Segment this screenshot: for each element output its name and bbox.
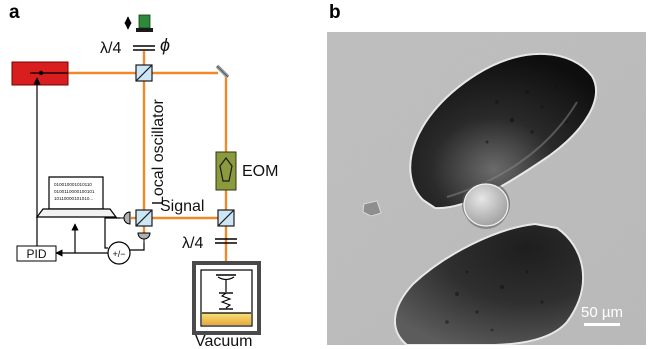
phi-label: ϕ <box>160 35 170 55</box>
optical-setup-diagram: λ/4 ϕ Local oscillator EOM Signal λ/4 Va… <box>11 14 278 349</box>
eom-label: EOM <box>242 163 278 180</box>
photodetector-bottom-icon <box>137 232 151 243</box>
vacuum-label: Vacuum <box>195 333 253 349</box>
beam-splitter-detection <box>135 209 153 227</box>
lambda4-bottom-label: λ/4 <box>182 235 203 252</box>
local-oscillator-label: Local oscillator <box>150 99 167 206</box>
panel-a-label: a <box>9 2 20 23</box>
laptop-screen-line-3: 10110000101010... <box>54 196 93 201</box>
cavity-input-mirror <box>216 274 236 292</box>
pid-box <box>16 245 57 262</box>
cavity-substrate <box>202 313 251 325</box>
pid-label: PID <box>26 247 46 261</box>
resonator-disk <box>462 181 510 229</box>
eom-modulator <box>215 151 237 191</box>
laser-source <box>11 61 69 86</box>
beam-splitter-top <box>135 64 153 82</box>
scalebar <box>584 323 620 326</box>
quarter-wave-plate-bottom <box>215 238 237 244</box>
scalebar-label: 50 µm <box>581 304 623 321</box>
electronic-wiring <box>33 77 145 257</box>
signal-label: Signal <box>160 198 204 215</box>
etched-pit-lower <box>394 222 584 345</box>
panel-b-label: b <box>329 2 341 23</box>
subtractor-label: +/− <box>112 249 125 259</box>
laser-beam-paths <box>68 51 228 262</box>
vacuum-chamber <box>192 261 261 335</box>
etched-pit-upper <box>409 53 597 210</box>
piezo-mirror-icon <box>124 14 153 32</box>
photodetector-left-icon <box>120 211 131 225</box>
quarter-wave-plate-top <box>133 45 155 51</box>
laptop-computer-icon: 010010001010110 0100110000100101 1011000… <box>35 176 118 218</box>
sem-micrograph: 50 µm <box>327 32 646 345</box>
lambda4-top-label: λ/4 <box>100 40 121 57</box>
laptop-screen-line-2: 0100110000100101 <box>54 189 95 194</box>
mechanical-resonator-spring <box>219 292 233 310</box>
debris-particle <box>362 200 382 217</box>
subtractor-circle <box>107 241 131 265</box>
corner-mirror <box>215 64 230 79</box>
laptop-screen-line-1: 010010001010110 <box>54 182 92 187</box>
beam-splitter-signal <box>217 209 235 227</box>
